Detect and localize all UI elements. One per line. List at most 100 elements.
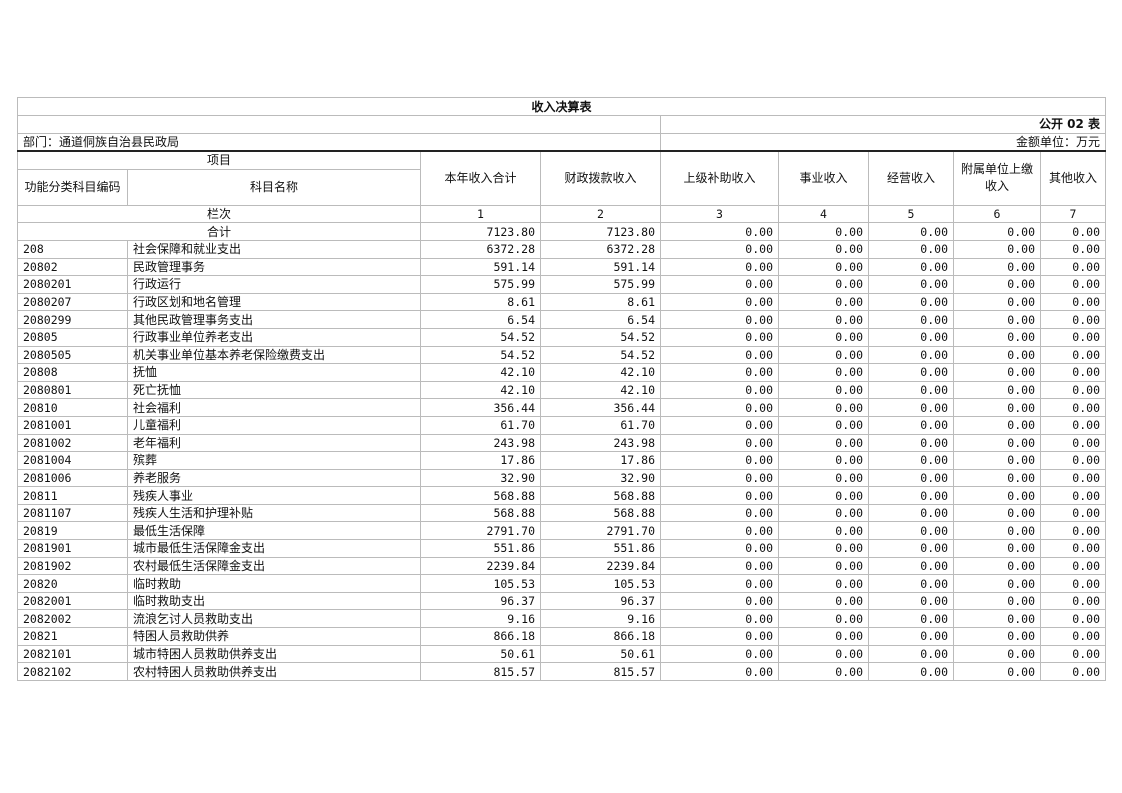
amount-cell: 50.61 (540, 644, 661, 664)
amount-cell: 0.00 (660, 627, 779, 646)
amount-cell: 0.00 (868, 310, 954, 329)
amount-cell: 0.00 (660, 292, 779, 312)
subject-code: 2082002 (17, 609, 128, 629)
amount-cell: 0.00 (1040, 521, 1106, 541)
header-col-4: 事业收入 (778, 150, 869, 206)
subject-name: 社会福利 (127, 398, 421, 417)
amount-cell: 866.18 (540, 627, 661, 646)
table-row: 2081001 儿童福利 61.70 61.70 0.00 0.00 0.00 0.00 0.0… (17, 415, 1106, 435)
table-row: 2081006 养老服务 32.90 32.90 0.00 0.00 0.00 0.00 0.0… (17, 468, 1106, 488)
amount-cell: 0.00 (1040, 609, 1106, 629)
amount-cell: 0.00 (660, 503, 779, 523)
table-row: 208 社会保障和就业支出 6372.28 6372.28 0.00 0.00 0.00 0.… (17, 239, 1106, 259)
subject-code: 208 (17, 239, 128, 259)
amount-cell: 0.00 (868, 468, 954, 488)
amount-cell: 0.00 (778, 451, 869, 470)
row-index: 5 (868, 204, 954, 224)
subject-code: 20805 (17, 327, 128, 347)
table-row: 2081004 殡葬 17.86 17.86 0.00 0.00 0.00 0.00 0.00 (17, 451, 1106, 470)
amount-cell: 0.00 (953, 486, 1041, 505)
amount-cell: 54.52 (540, 345, 661, 365)
amount-cell: 0.00 (660, 433, 779, 453)
table-row: 20810 社会福利 356.44 356.44 0.00 0.00 0.00 0.00 0.0… (17, 398, 1106, 417)
row-index: 2 (540, 204, 661, 224)
amount-cell: 0.00 (868, 627, 954, 646)
amount-cell: 61.70 (420, 415, 541, 435)
amount-cell: 6.54 (540, 310, 661, 329)
amount-cell: 0.00 (1040, 591, 1106, 611)
subject-code: 20819 (17, 521, 128, 541)
subject-name: 殡葬 (127, 451, 421, 470)
amount-cell: 0.00 (778, 327, 869, 347)
amount-cell: 0.00 (778, 468, 869, 488)
amount-cell: 0.00 (953, 310, 1041, 329)
amount-cell: 0.00 (660, 486, 779, 505)
amount-cell: 0.00 (1040, 644, 1106, 664)
amount-cell: 0.00 (868, 556, 954, 576)
header-name: 科目名称 (127, 168, 421, 206)
amount-cell: 0.00 (660, 380, 779, 400)
table-row: 2081107 残疾人生活和护理补贴 568.88 568.88 0.00 0.00 0.0… (17, 503, 1106, 523)
subject-name: 机关事业单位基本养老保险缴费支出 (127, 345, 421, 365)
row-index-label: 栏次 (17, 204, 421, 224)
header-col-5: 经营收入 (868, 150, 954, 206)
subject-name: 残疾人事业 (127, 486, 421, 505)
amount-cell: 0.00 (868, 292, 954, 312)
amount-cell: 8.61 (540, 292, 661, 312)
header-col-2: 财政拨款收入 (540, 150, 661, 206)
table-row: 2080201 行政运行 575.99 575.99 0.00 0.00 0.00 0.00 0… (17, 275, 1106, 294)
table-row: 20808 抚恤 42.10 42.10 0.00 0.00 0.00 0.00 0.00 (17, 363, 1106, 382)
amount-cell: 0.00 (660, 310, 779, 329)
table-row: 2080299 其他民政管理事务支出 6.54 6.54 0.00 0.00 0.00 0.0… (17, 310, 1106, 329)
subject-code: 20808 (17, 363, 128, 382)
amount-cell: 0.00 (953, 539, 1041, 558)
subject-name: 城市特困人员救助供养支出 (127, 644, 421, 664)
amount-cell: 0.00 (868, 644, 954, 664)
subject-code: 20820 (17, 574, 128, 593)
amount-cell: 0.00 (868, 591, 954, 611)
amount-cell: 32.90 (420, 468, 541, 488)
amount-cell: 0.00 (778, 644, 869, 664)
amount-cell: 356.44 (420, 398, 541, 417)
amount-cell: 815.57 (540, 662, 661, 681)
amount-cell: 0.00 (660, 345, 779, 365)
amount-cell: 96.37 (540, 591, 661, 611)
table-row: 2082001 临时救助支出 96.37 96.37 0.00 0.00 0.00 0.00 0… (17, 591, 1106, 611)
subject-code: 20810 (17, 398, 128, 417)
table-row: 2080505 机关事业单位基本养老保险缴费支出 54.52 54.52 0.00 0.0… (17, 345, 1106, 365)
header-col-6: 附属单位上缴收入 (953, 150, 1041, 206)
amount-cell: 0.00 (778, 275, 869, 294)
subject-name: 老年福利 (127, 433, 421, 453)
table-row: 2081901 城市最低生活保障金支出 551.86 551.86 0.00 0.00 0.… (17, 539, 1106, 558)
amount-cell: 0.00 (778, 415, 869, 435)
subject-name: 儿童福利 (127, 415, 421, 435)
amount-cell: 0.00 (953, 239, 1041, 259)
amount-cell: 575.99 (420, 275, 541, 294)
row-index: 1 (420, 204, 541, 224)
subject-code: 2082101 (17, 644, 128, 664)
amount-cell: 0.00 (953, 662, 1041, 681)
table-row: 2081002 老年福利 243.98 243.98 0.00 0.00 0.00 0.00 0… (17, 433, 1106, 453)
table-row: 20805 行政事业单位养老支出 54.52 54.52 0.00 0.00 0.00 0.0… (17, 327, 1106, 347)
amount-cell: 0.00 (1040, 503, 1106, 523)
amount-cell: 0.00 (868, 275, 954, 294)
subject-code: 2080801 (17, 380, 128, 400)
row-index: 4 (778, 204, 869, 224)
amount-cell: 0.00 (1040, 380, 1106, 400)
amount-cell: 0.00 (868, 345, 954, 365)
amount-cell: 2791.70 (420, 521, 541, 541)
amount-cell: 0.00 (1040, 468, 1106, 488)
amount-cell: 0.00 (778, 292, 869, 312)
amount-cell: 0.00 (868, 257, 954, 277)
subject-code: 2081902 (17, 556, 128, 576)
amount-cell: 0.00 (660, 239, 779, 259)
subject-code: 2081001 (17, 415, 128, 435)
amount-cell: 0.00 (1040, 415, 1106, 435)
amount-cell: 0.00 (660, 591, 779, 611)
total-label: 合计 (17, 222, 421, 241)
amount-cell: 0.00 (778, 310, 869, 329)
subject-code: 2081004 (17, 451, 128, 470)
subject-name: 临时救助 (127, 574, 421, 593)
amount-cell: 0.00 (778, 257, 869, 277)
amount-cell: 50.61 (420, 644, 541, 664)
